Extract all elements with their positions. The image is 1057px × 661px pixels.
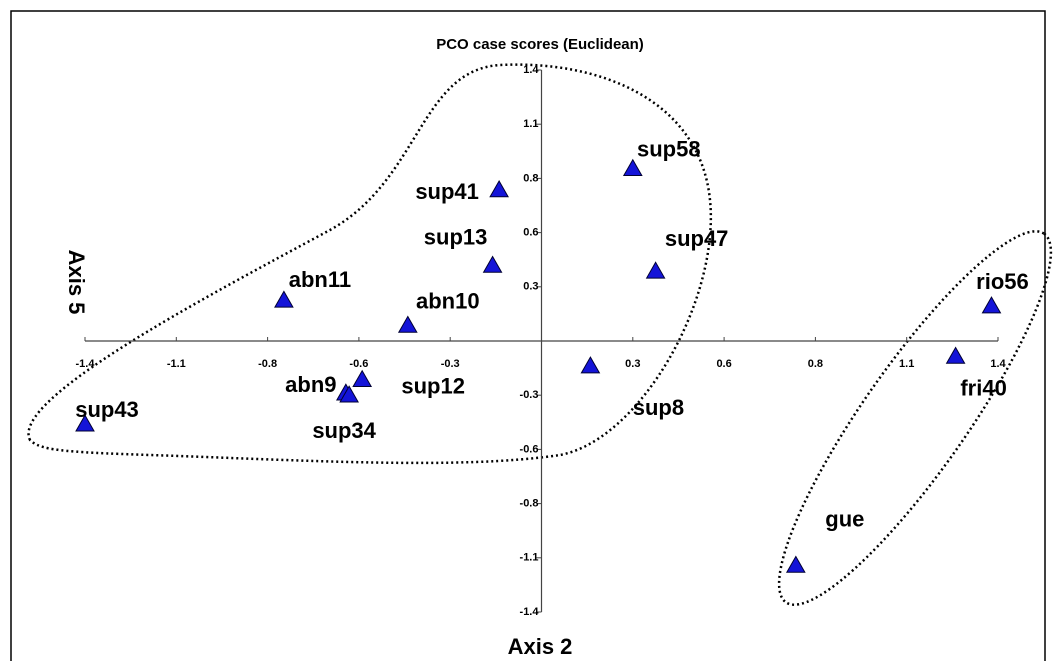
point	[397, 315, 418, 333]
y-tick-label: -1.1	[520, 552, 539, 564]
y-tick-label: -0.3	[520, 389, 539, 401]
point	[489, 180, 509, 198]
y-tick-label: -1.4	[520, 606, 540, 618]
point-label: sup58	[637, 137, 701, 162]
point-label: sup12	[401, 374, 465, 399]
point	[645, 261, 666, 279]
y-tick-label: 0.3	[523, 281, 538, 293]
point-label: abn11	[289, 267, 351, 292]
point-label: abn10	[416, 288, 480, 313]
point-label: sup41	[415, 179, 479, 204]
x-tick-label: -0.6	[349, 358, 368, 370]
point	[785, 555, 806, 573]
x-tick-label: -1.1	[167, 358, 186, 370]
x-tick-label: 0.8	[808, 358, 823, 370]
x-tick-label: -0.3	[441, 358, 460, 370]
x-tick-label: 1.1	[899, 358, 914, 370]
y-tick-label: 0.8	[523, 172, 538, 184]
y-tick-label: 1.4	[523, 64, 539, 76]
point-label: gue	[825, 506, 864, 531]
point	[482, 255, 503, 273]
point-label: sup8	[633, 395, 684, 420]
x-tick-label: 1.4	[990, 358, 1006, 370]
point	[75, 414, 95, 432]
group-outline	[27, 63, 713, 465]
point	[580, 356, 601, 374]
point	[622, 158, 643, 176]
x-tick-label: -1.4	[76, 358, 96, 370]
point-label: sup47	[665, 226, 729, 251]
point	[981, 296, 1002, 314]
point	[945, 346, 966, 364]
x-tick-label: -0.8	[258, 358, 277, 370]
y-tick-label: -0.8	[520, 498, 539, 510]
x-tick-label: 0.3	[625, 358, 640, 370]
chart-title: PCO case scores (Euclidean)	[436, 36, 644, 53]
point-label: sup13	[424, 224, 488, 249]
x-axis-title: Axis 2	[508, 634, 573, 659]
point-label: sup43	[75, 397, 139, 422]
y-axis-title: Axis 5	[64, 250, 89, 315]
point-label: rio56	[976, 269, 1029, 294]
x-tick-label: 0.6	[716, 358, 731, 370]
point-label: abn9	[285, 372, 336, 397]
y-tick-label: 1.1	[523, 118, 538, 130]
point	[339, 385, 359, 403]
point-label: fri40	[960, 375, 1006, 400]
frame	[10, 10, 1046, 661]
y-tick-label: 0.6	[523, 227, 538, 239]
group-outline	[777, 230, 1053, 606]
point-label: sup34	[312, 418, 376, 443]
y-tick-label: -0.6	[520, 443, 539, 455]
point	[352, 369, 373, 387]
point	[274, 290, 294, 308]
